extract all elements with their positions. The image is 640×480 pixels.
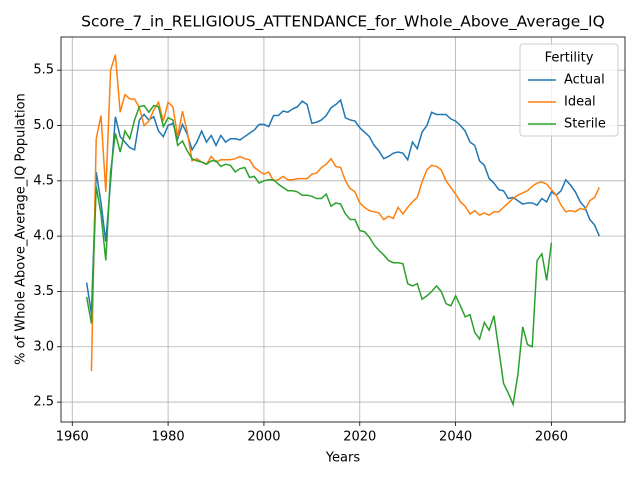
y-tick-label: 5.5 (33, 63, 54, 78)
x-tick-label: 2000 (247, 430, 280, 445)
y-tick-label: 4.5 (33, 173, 54, 188)
legend-label: Sterile (564, 117, 606, 132)
x-tick-label: 1960 (56, 430, 89, 445)
x-tick-label: 1980 (152, 430, 185, 445)
legend-label: Actual (564, 73, 605, 88)
legend-label: Ideal (564, 95, 596, 110)
legend-title: Fertility (545, 51, 594, 66)
x-tick-label: 2040 (439, 430, 472, 445)
y-tick-label: 3.5 (33, 284, 54, 299)
chart-title: Score_7_in_RELIGIOUS_ATTENDANCE_for_Whol… (81, 13, 605, 32)
plot-frame (60, 36, 626, 423)
legend: Fertility Actual Ideal Sterile (519, 43, 619, 137)
series-line (85, 104, 553, 407)
series-line (90, 54, 601, 372)
x-tick-label: 2020 (343, 430, 376, 445)
y-tick-label: 3.0 (33, 339, 54, 354)
x-axis-label: Years (325, 451, 361, 466)
y-axis-label: % of Whole Above_Average_IQ Population (14, 93, 29, 365)
y-tick-label: 2.5 (33, 395, 54, 410)
x-tick-label: 2060 (535, 430, 568, 445)
y-tick-label: 4.0 (33, 229, 54, 244)
legend-box (519, 43, 619, 137)
y-tick-label: 5.0 (33, 118, 54, 133)
lines (85, 54, 601, 407)
